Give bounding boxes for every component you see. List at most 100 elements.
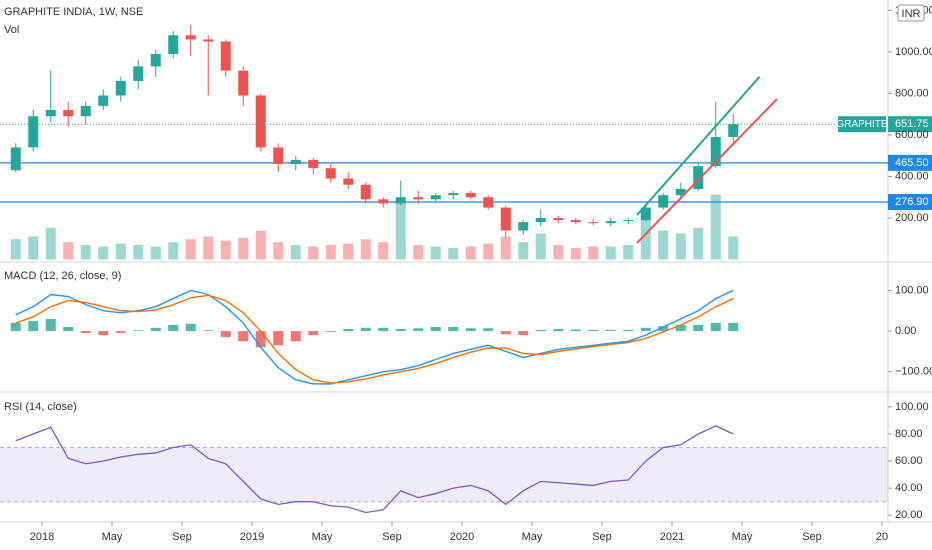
volume-bar (133, 245, 144, 260)
candle-body (80, 105, 91, 117)
currency-box[interactable] (897, 4, 925, 22)
x-tick-label: 2020 (450, 531, 474, 543)
histogram-bar (605, 329, 616, 332)
candle-body (640, 207, 651, 221)
candle-body (290, 159, 301, 165)
y-tick-label: 100.00 (895, 284, 929, 296)
candle-body (273, 147, 284, 165)
volume-bar (500, 236, 511, 260)
x-tick-label: May (102, 531, 123, 543)
candle-body (343, 178, 354, 185)
candle-body (378, 199, 389, 204)
candle-body (710, 137, 721, 167)
histogram-bar (325, 331, 336, 332)
histogram-bar (273, 331, 284, 346)
volume-bar (45, 227, 56, 260)
volume-bar (640, 216, 651, 260)
candle-body (395, 197, 406, 204)
histogram-bar (710, 322, 721, 332)
candle-body (413, 197, 424, 200)
y-tick-label: 40.00 (895, 482, 923, 494)
y-tick-label: 80.00 (895, 428, 923, 440)
volume-bar (220, 240, 231, 260)
symbol-label: GRAPHITE (836, 119, 887, 130)
y-tick-label: −100.00 (895, 366, 932, 378)
y-tick-label: 1000.00 (895, 46, 932, 58)
histogram-bar (290, 331, 301, 342)
candle-body (325, 168, 336, 179)
histogram-bar (360, 327, 371, 332)
histogram-bar (675, 324, 686, 332)
histogram-bar (150, 327, 161, 332)
histogram-bar (728, 322, 739, 332)
last-price-label: 651.75 (895, 118, 929, 130)
candle-body (115, 80, 126, 96)
volume-bar (273, 242, 284, 260)
y-tick-label: 400.00 (895, 170, 929, 182)
candle-body (238, 70, 249, 96)
volume-bar (728, 236, 739, 260)
level-label: 465.50 (895, 157, 929, 169)
volume-bar (10, 239, 21, 260)
candle-body (98, 95, 109, 106)
histogram-bar (10, 322, 21, 332)
histogram-bar (45, 318, 56, 332)
histogram-bar (115, 331, 126, 334)
x-tick-label: 2018 (30, 531, 54, 543)
candle-body (10, 147, 21, 171)
x-tick-label: Sep (592, 531, 612, 543)
histogram-bar (430, 327, 441, 332)
candle-body (150, 53, 161, 67)
volume-bar (395, 198, 406, 260)
volume-bar (588, 246, 599, 260)
volume-bar (28, 236, 39, 260)
volume-bar (203, 236, 214, 260)
histogram-bar (535, 329, 546, 332)
histogram-bar (343, 329, 354, 332)
histogram-bar (220, 331, 231, 338)
volume-bar (98, 246, 109, 260)
candle-body (465, 193, 476, 198)
candle-body (185, 35, 196, 40)
level-label-box (888, 194, 932, 211)
histogram-bar (185, 323, 196, 332)
candle-body (45, 110, 56, 117)
candle-body (500, 207, 511, 231)
candle-body (308, 159, 319, 169)
candle-body (483, 197, 494, 208)
volume-bar (325, 245, 336, 260)
volume-bar (518, 242, 529, 260)
y-tick-label: 20.00 (895, 509, 923, 521)
candle-body (220, 41, 231, 71)
rsi-title: RSI (14, close) (4, 401, 77, 413)
volume-bar (413, 245, 424, 260)
x-tick-label: 20 (876, 531, 888, 543)
y-tick-label: 0.00 (895, 325, 916, 337)
volume-bar (623, 245, 634, 260)
histogram-bar (168, 324, 179, 332)
candle-body (553, 217, 564, 221)
volume-bar (710, 194, 721, 260)
candle-body (168, 35, 179, 54)
candle-body (605, 221, 616, 224)
candle-body (203, 39, 214, 42)
y-tick-label: 600.00 (895, 129, 929, 141)
x-tick-label: Sep (802, 531, 822, 543)
histogram-bar (413, 328, 424, 332)
rsi-band (0, 447, 888, 502)
currency[interactable]: INR (902, 8, 921, 20)
candle-body (28, 116, 39, 148)
volume-bar (693, 227, 704, 260)
volume-bar (360, 239, 371, 260)
histogram-bar (693, 324, 704, 332)
x-tick-label: 2021 (660, 531, 684, 543)
volume-bar (255, 230, 266, 260)
volume-bar (80, 245, 91, 260)
candle-body (360, 184, 371, 200)
x-tick-label: May (522, 531, 543, 543)
volume-bar (535, 233, 546, 260)
histogram-bar (500, 331, 511, 335)
x-tick-label: Sep (382, 531, 402, 543)
